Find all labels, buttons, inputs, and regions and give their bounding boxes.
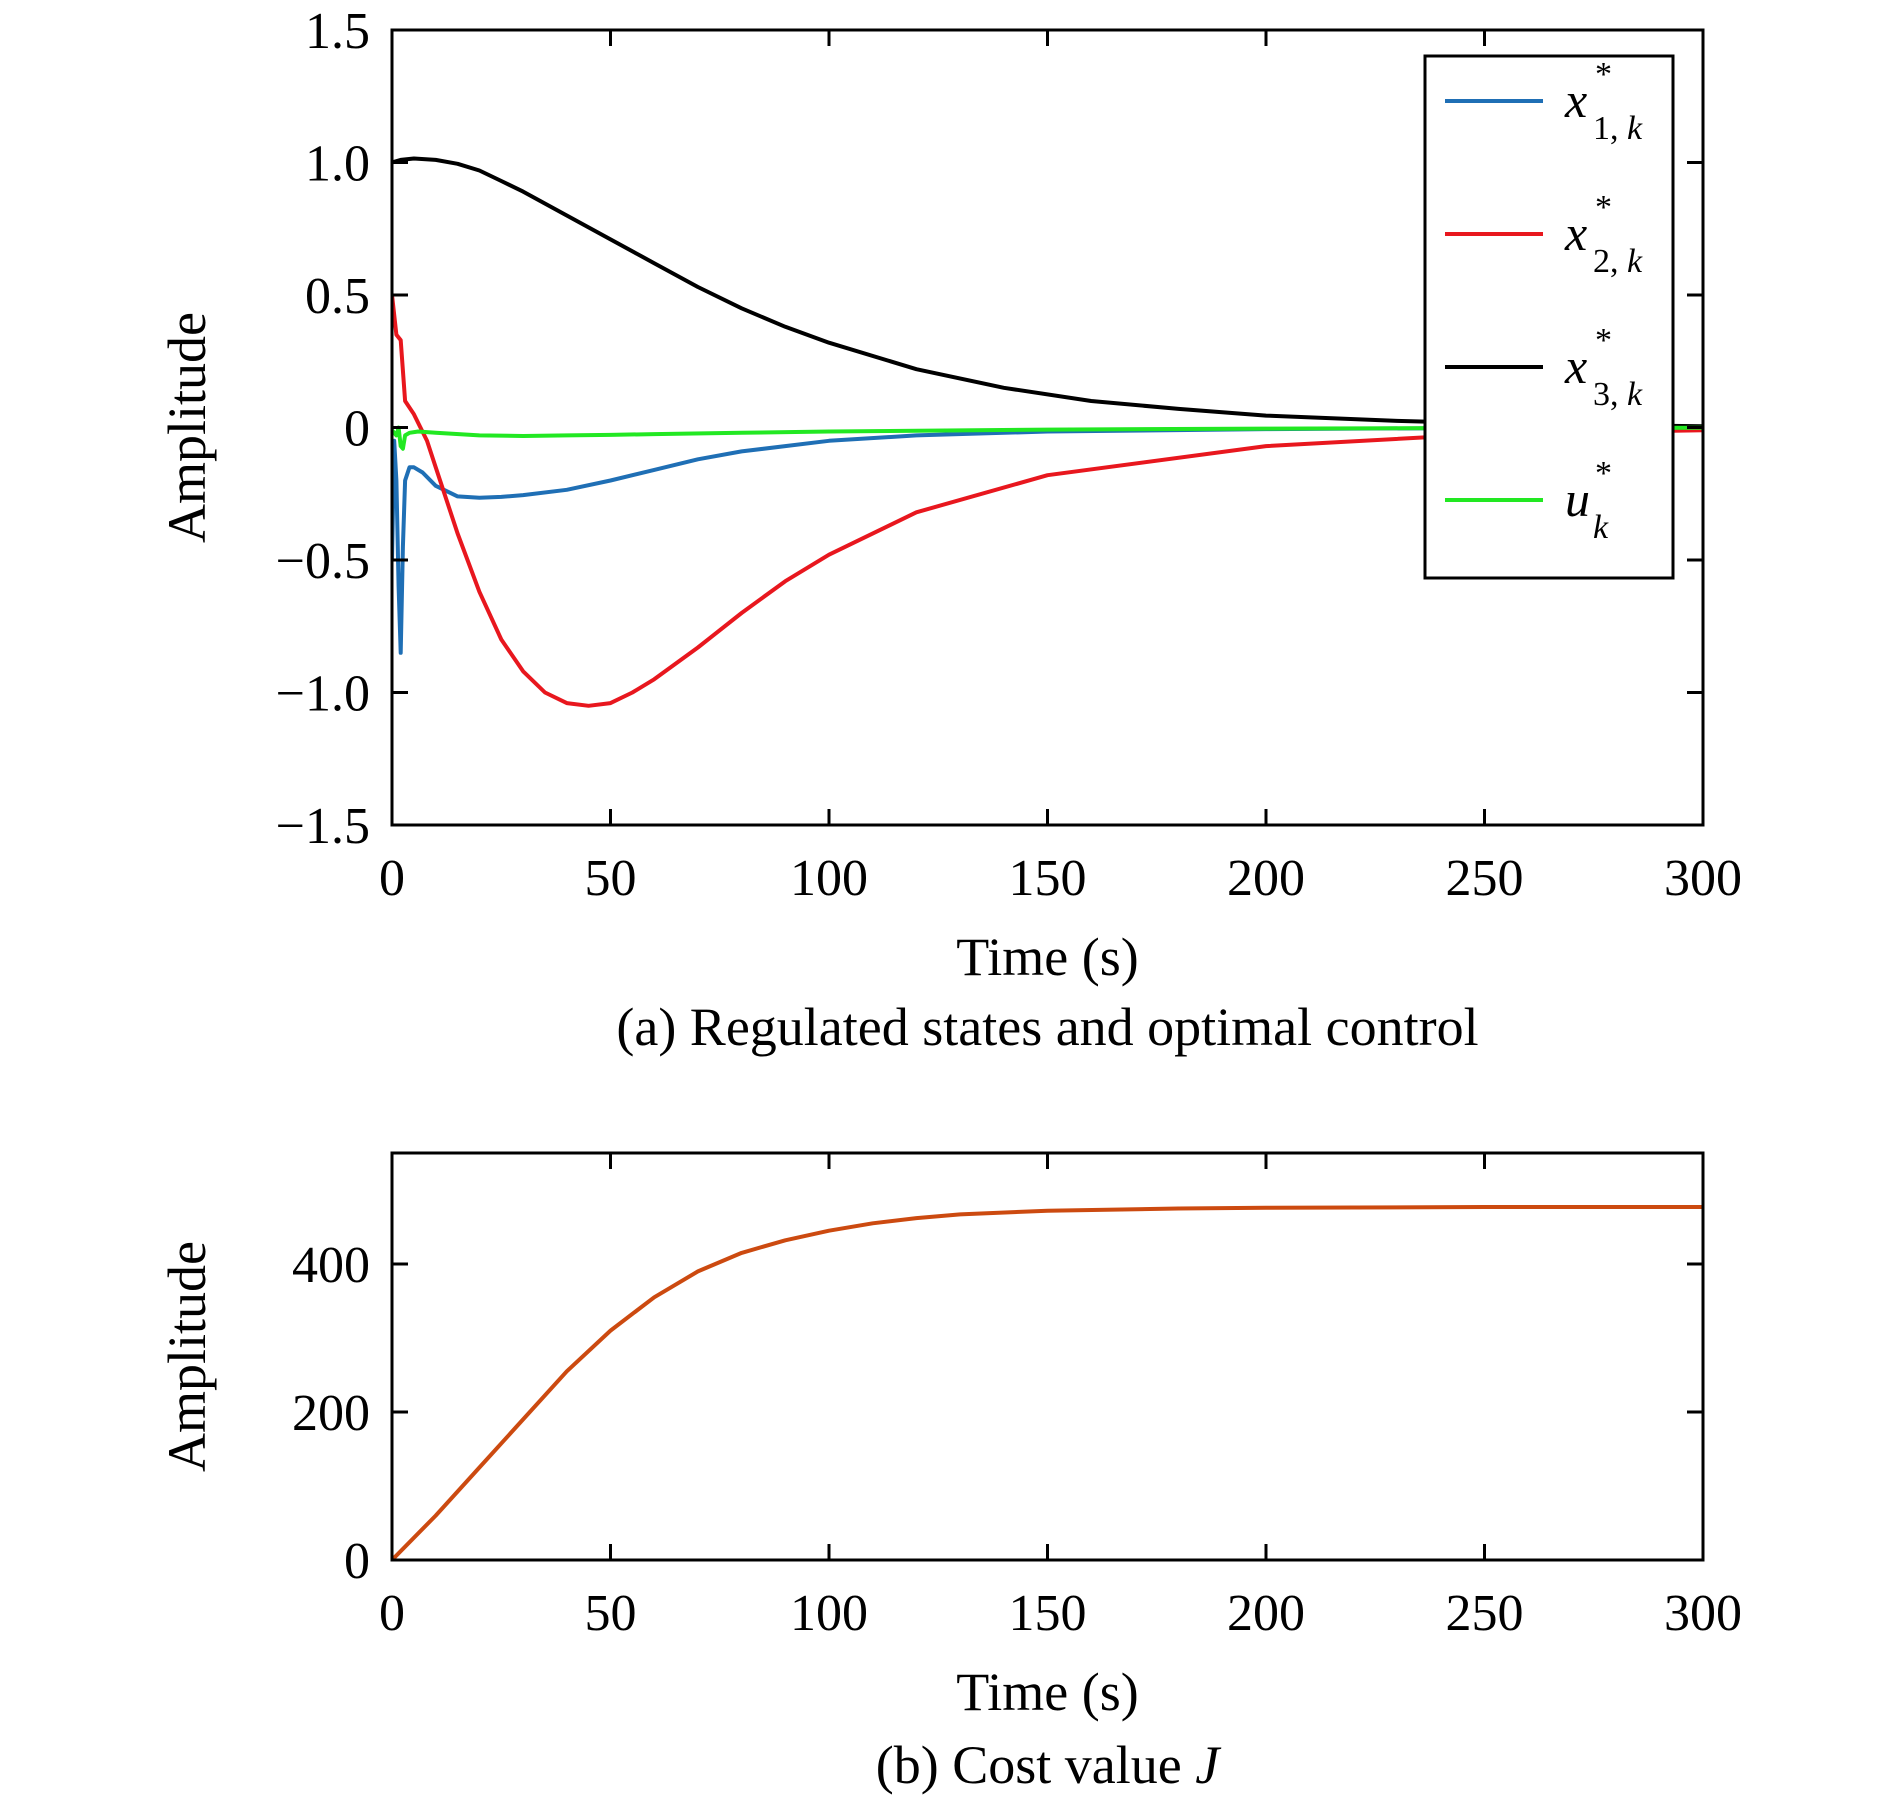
y-tick-label: −1.5 <box>276 798 370 855</box>
y-tick-label: 0 <box>344 401 370 458</box>
legend-label-sub: k <box>1593 509 1609 546</box>
legend-label: u <box>1565 471 1590 527</box>
legend-label-sub: 3, k <box>1593 376 1643 413</box>
series-line-x-1-k <box>392 425 1703 655</box>
y-tick-label: 1.0 <box>305 136 370 193</box>
plot-frame <box>390 1151 1705 1562</box>
x-tick-label: 250 <box>1446 1585 1524 1642</box>
y-axis-title: Amplitude <box>157 1241 217 1472</box>
y-tick-label: −0.5 <box>276 533 370 590</box>
legend-box <box>1423 54 1675 580</box>
legend-label-sup: * <box>1595 455 1612 492</box>
series-line-x-3-k <box>392 156 1703 429</box>
x-tick-label: 300 <box>1664 850 1742 907</box>
legend-label-sup: * <box>1595 322 1612 359</box>
x-tick-label: 300 <box>1664 1585 1742 1642</box>
legend-label-sup: * <box>1595 56 1612 93</box>
x-tick-label: 100 <box>790 1585 868 1642</box>
x-tick-label: 150 <box>1009 1585 1087 1642</box>
series-line-x-2-k <box>392 293 1703 708</box>
y-tick-label: 0.5 <box>305 268 370 325</box>
y-tick-label: 400 <box>292 1237 370 1294</box>
legend-label-sub: 2, k <box>1593 243 1643 280</box>
y-tick-label: 1.5 <box>305 3 370 60</box>
x-axis-title: Time (s) <box>956 927 1139 987</box>
legend: x *1, kx *2, kx *3, ku *k <box>1423 54 1675 580</box>
legend-label-sup: * <box>1595 189 1612 226</box>
legend-label-sub: 1, k <box>1593 110 1643 147</box>
y-tick-label: 200 <box>292 1385 370 1442</box>
series-line-cost-j <box>392 1205 1703 1560</box>
legend-label: x <box>1564 338 1587 394</box>
figure-caption: (a) Regulated states and optimal control <box>616 997 1478 1057</box>
x-tick-label: 200 <box>1227 850 1305 907</box>
legend-label: x <box>1564 205 1587 261</box>
y-tick-label: −1.0 <box>276 666 370 723</box>
series-group <box>392 156 1703 708</box>
x-axis-title: Time (s) <box>956 1662 1139 1722</box>
chart-regulated-states: 0 50 100 150 200 250 300 −1.5 −1.0 −0.5 0 0.5 1.0 1.5… <box>157 3 1742 1057</box>
legend-label: x <box>1564 72 1587 128</box>
x-tick-label: 200 <box>1227 1585 1305 1642</box>
x-tick-label: 50 <box>585 1585 637 1642</box>
x-tick-label: 0 <box>379 1585 405 1642</box>
series-group <box>392 1205 1703 1560</box>
x-tick-label: 150 <box>1009 850 1087 907</box>
series-line-u-k <box>392 425 1703 451</box>
chart-cost-value: 0 50 100 150 200 250 300 0 200 400 Time (s) Amplitu… <box>157 1151 1742 1795</box>
x-tick-label: 50 <box>585 850 637 907</box>
y-axis-title: Amplitude <box>157 312 217 543</box>
y-tick-label: 0 <box>344 1533 370 1590</box>
figure-caption: (b) Cost value J <box>876 1735 1222 1795</box>
x-tick-label: 100 <box>790 850 868 907</box>
x-tick-label: 0 <box>379 850 405 907</box>
x-tick-label: 250 <box>1446 850 1524 907</box>
